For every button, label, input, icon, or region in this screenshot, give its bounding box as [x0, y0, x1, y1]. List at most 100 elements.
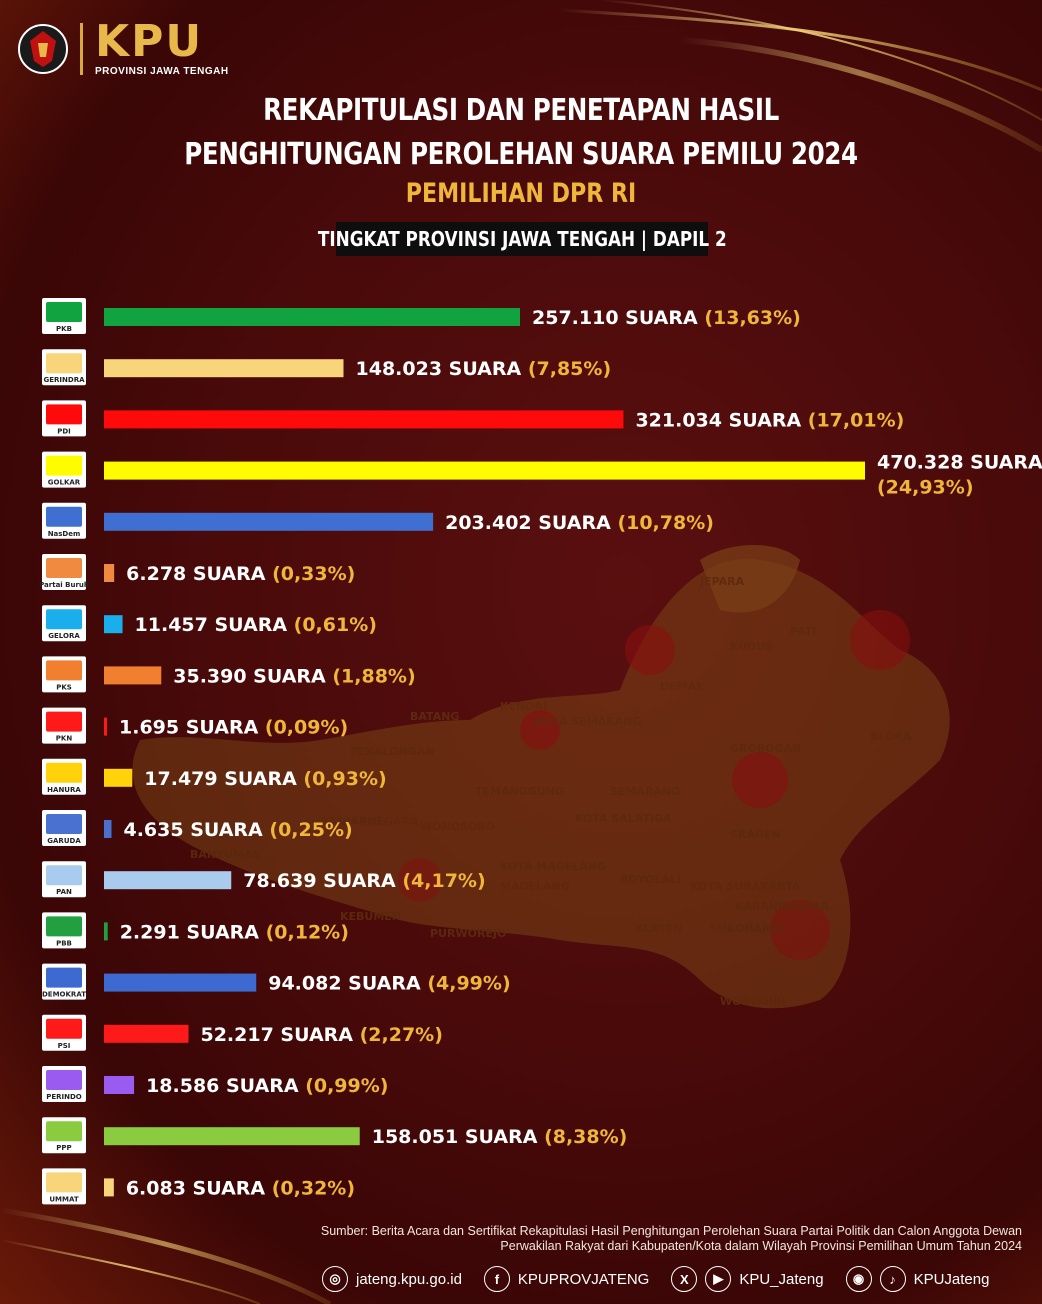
map-region-label: BLORA: [870, 730, 912, 743]
facebook-handle[interactable]: KPUPROVJATENG: [517, 1270, 650, 1288]
vote-bar: [104, 1024, 189, 1043]
youtube-icon[interactable]: ▶: [705, 1266, 732, 1292]
vote-count-label: 6.083 SUARA: [126, 1177, 272, 1199]
map-region-label: BOYOLALI: [620, 873, 681, 886]
facebook-icon[interactable]: f: [483, 1266, 510, 1292]
map-region-label: KEBUMEN: [340, 910, 401, 923]
party-logo-text: PKS: [56, 683, 72, 691]
party-logo-icon: PAN: [42, 861, 86, 898]
vote-percent-label: (0,09%): [265, 717, 348, 739]
kpu-logo: KPU PROVINSI JAWA TENGAH: [18, 20, 229, 77]
website-link[interactable]: jateng.kpu.go.id: [356, 1270, 462, 1288]
vote-label: 78.639 SUARA (4,17%): [243, 870, 485, 892]
twitter-youtube-handle[interactable]: KPU_Jateng: [739, 1270, 824, 1288]
vote-percent-label: (0,61%): [294, 614, 377, 636]
election-subtitle: PEMILIHAN DPR RI: [405, 178, 637, 209]
kpu-wordmark: KPU: [95, 16, 204, 67]
vote-bar: [104, 615, 123, 634]
vote-count-label: 203.402 SUARA: [445, 512, 617, 534]
map-region-label: BANJARNEGARA: [320, 815, 419, 828]
party-logo-text: PKN: [56, 735, 73, 743]
party-logo-icon: DEMOKRAT: [42, 963, 86, 1000]
vote-bar: [104, 871, 232, 890]
vote-count-label: 257.110 SUARA: [532, 307, 704, 329]
vote-percent-label: (4,17%): [402, 870, 485, 892]
globe-icon[interactable]: ◎: [322, 1266, 348, 1292]
vote-label: 18.586 SUARA (0,99%): [146, 1075, 388, 1097]
title-line-2: PENGHITUNGAN PEROLEHAN SUARA PEMILU 2024: [184, 137, 858, 172]
vote-label: 321.034 SUARA (17,01%): [635, 409, 904, 431]
vote-label: 35.390 SUARA (1,88%): [173, 665, 415, 687]
vote-label: 4.635 SUARA (0,25%): [123, 819, 352, 841]
vote-bar: [104, 768, 133, 787]
map-region-label: BANYUMAS: [190, 848, 260, 861]
party-logo-icon: HANURA: [42, 758, 86, 795]
party-logo-icon: PBB: [42, 912, 86, 949]
map-region-label: KOTA SEMARANG: [535, 715, 642, 728]
party-logo-text: HANURA: [47, 786, 81, 794]
vote-bar: [104, 1076, 135, 1094]
vote-bar: [104, 564, 115, 582]
vote-bar: [104, 461, 865, 480]
vote-percent-label: (2,27%): [360, 1024, 443, 1046]
map-region-label: MAGELANG: [500, 880, 570, 893]
party-logo-icon: PPP: [42, 1117, 86, 1154]
vote-count-label: 148.023 SUARA: [356, 358, 528, 380]
map-region-label: PURWOREJO: [430, 927, 506, 940]
vote-bar: [104, 666, 162, 685]
vote-label: 6.278 SUARA (0,33%): [126, 563, 355, 585]
vote-count-label: 6.278 SUARA: [126, 563, 272, 585]
instagram-tiktok-handle[interactable]: KPUJateng: [913, 1270, 990, 1288]
vote-count-label: 35.390 SUARA: [173, 665, 332, 687]
party-logo-icon: GERINDRA: [42, 349, 86, 386]
source-note: Sumber: Berita Acara dan Sertifikat Reka…: [320, 1224, 1022, 1253]
title-line-1: REKAPITULASI DAN PENETAPAN HASIL: [263, 93, 779, 128]
party-logo-text: Partai Buruh: [39, 581, 89, 589]
vote-bar: [104, 410, 624, 429]
vote-percent-label: (7,85%): [528, 358, 611, 380]
party-logo-text: DEMOKRAT: [42, 991, 86, 999]
instagram-icon[interactable]: ◉: [845, 1266, 872, 1292]
vote-percent-label: (0,12%): [266, 921, 349, 943]
vote-label: 94.082 SUARA (4,99%): [268, 973, 510, 995]
tiktok-icon[interactable]: ♪: [879, 1266, 906, 1292]
party-logo-icon: PKS: [42, 656, 86, 693]
map-region-label: BATANG: [410, 710, 459, 723]
kpu-province: PROVINSI JAWA TENGAH: [95, 66, 229, 77]
vote-percent-label: (0,33%): [272, 563, 355, 585]
vote-label: 158.051 SUARA (8,38%): [372, 1126, 628, 1148]
map-region-label: KLATEN: [635, 922, 682, 935]
map-region-label: KOTA SALATIGA: [575, 812, 672, 825]
vote-label: 148.023 SUARA (7,85%): [356, 358, 612, 380]
vote-percent-label: (0,99%): [305, 1075, 388, 1097]
vote-label: 2.291 SUARA (0,12%): [120, 921, 349, 943]
vote-count-label: 18.586 SUARA: [146, 1075, 305, 1097]
vote-count-label: 52.217 SUARA: [200, 1024, 359, 1046]
map-region-label: PEKALONGAN: [350, 745, 435, 758]
vote-bar: [104, 359, 344, 378]
map-region-label: KARANGANYAR: [735, 900, 829, 913]
vote-bar: [104, 1127, 360, 1146]
logo-divider: [80, 22, 83, 75]
party-logo-icon: Partai Buruh: [39, 554, 89, 590]
vote-count-label: 470.328 SUARA: [877, 452, 1042, 474]
vote-count-label: 17.479 SUARA: [144, 768, 303, 790]
party-logo-icon: PKN: [42, 707, 86, 744]
vote-bar: [104, 922, 108, 941]
party-logo-text: GELORA: [48, 632, 80, 640]
vote-label: 11.457 SUARA (0,61%): [135, 614, 377, 636]
map-region-label: KOTA MAGELANG: [500, 860, 606, 873]
vote-bar: [104, 512, 434, 531]
x-icon[interactable]: X: [671, 1266, 698, 1292]
kpu-emblem-icon: [18, 23, 68, 74]
vote-percent-label: (17,01%): [808, 409, 905, 431]
map-region-label: WONOSOBO: [420, 820, 495, 833]
party-logo-icon: UMMAT: [42, 1168, 86, 1205]
party-logo-icon: GELORA: [42, 605, 86, 642]
party-logo-icon: GARUDA: [42, 810, 86, 846]
vote-bar: [104, 820, 112, 838]
party-logo-icon: PDI: [42, 400, 86, 437]
vote-count-label: 4.635 SUARA: [123, 819, 269, 841]
